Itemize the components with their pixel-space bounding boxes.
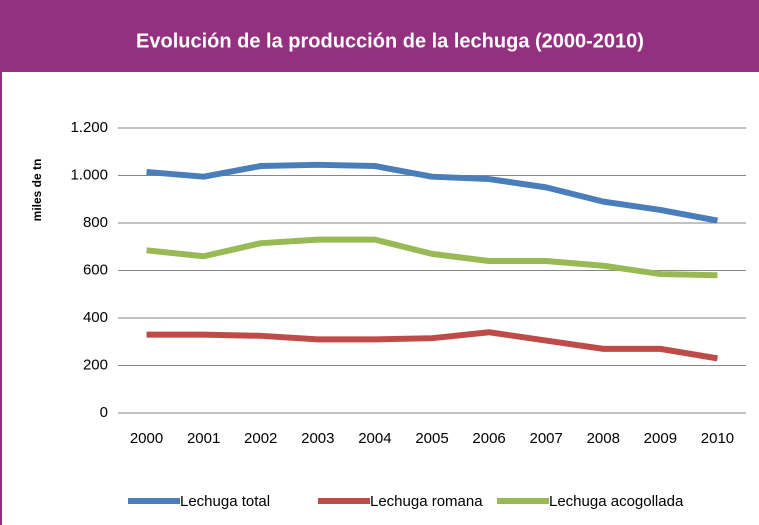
x-tick-label: 2003 bbox=[301, 430, 334, 447]
y-tick-label: 400 bbox=[83, 309, 108, 326]
y-tick-label: 1.000 bbox=[70, 166, 108, 183]
y-tick-label: 1.200 bbox=[70, 119, 108, 136]
y-tick-label: 0 bbox=[100, 404, 108, 421]
x-tick-label: 2004 bbox=[358, 430, 391, 447]
x-tick-label: 2008 bbox=[587, 430, 620, 447]
line-series bbox=[146, 236, 718, 279]
y-tick-label: 600 bbox=[83, 261, 108, 278]
x-tick-label: 2009 bbox=[644, 430, 677, 447]
y-tick-label: 200 bbox=[83, 356, 108, 373]
y-tick-label: 800 bbox=[83, 214, 108, 231]
x-tick-label: 2001 bbox=[187, 430, 220, 447]
line-series bbox=[146, 161, 719, 224]
x-tick-label: 2006 bbox=[472, 430, 505, 447]
line-series bbox=[146, 329, 718, 362]
x-tick-label: 2010 bbox=[701, 430, 734, 447]
legend-label: Lechuga romana bbox=[370, 493, 483, 510]
x-tick-label: 2007 bbox=[529, 430, 562, 447]
x-tick-label: 2005 bbox=[415, 430, 448, 447]
x-tick-label: 2000 bbox=[130, 430, 163, 447]
header-band bbox=[0, 0, 759, 72]
x-tick-label: 2002 bbox=[244, 430, 277, 447]
y-axis-label: miles de tn bbox=[30, 159, 44, 222]
legend-label: Lechuga acogollada bbox=[549, 493, 684, 510]
chart-title: Evolución de la producción de la lechuga… bbox=[136, 30, 644, 52]
legend-label: Lechuga total bbox=[180, 493, 270, 510]
